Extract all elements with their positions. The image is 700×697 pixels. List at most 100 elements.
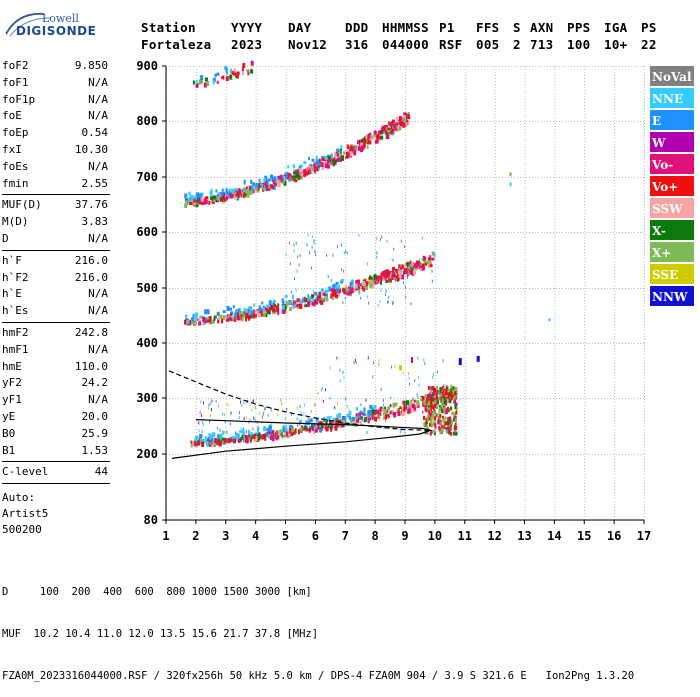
grid-dot bbox=[464, 453, 466, 454]
grid-dot bbox=[644, 177, 645, 178]
grid-dot bbox=[345, 192, 347, 193]
param-value: 9.850 bbox=[74, 59, 108, 72]
grid-dot bbox=[409, 232, 410, 233]
grid-dot bbox=[494, 309, 496, 310]
grid-dot bbox=[169, 121, 170, 122]
grid-dot bbox=[405, 279, 406, 280]
grid-dot bbox=[613, 288, 614, 289]
grid-dot bbox=[345, 108, 347, 109]
grid-dot bbox=[637, 177, 638, 178]
echo-point bbox=[392, 269, 395, 274]
grid-dot bbox=[397, 66, 398, 67]
grid-dot bbox=[434, 207, 436, 208]
grid-dot bbox=[496, 454, 497, 455]
grid-dot bbox=[340, 343, 341, 344]
grid-dot bbox=[634, 288, 635, 289]
grid-dot bbox=[315, 510, 317, 511]
grid-dot bbox=[373, 288, 374, 289]
grid-dot bbox=[604, 288, 605, 289]
grid-dot bbox=[464, 264, 466, 265]
grid-dot bbox=[375, 468, 377, 469]
grid-dot bbox=[405, 303, 406, 304]
grid-dot bbox=[375, 429, 377, 430]
grid-dot bbox=[199, 121, 200, 122]
grid-dot bbox=[494, 291, 496, 292]
grid-dot bbox=[622, 398, 623, 399]
grid-dot bbox=[315, 201, 317, 202]
grid-dot bbox=[553, 454, 554, 455]
grid-dot bbox=[614, 216, 616, 217]
grid-dot bbox=[454, 232, 455, 233]
grid-dot bbox=[285, 246, 287, 247]
grid-dot bbox=[644, 513, 645, 514]
grid-dot bbox=[394, 288, 395, 289]
grid-dot bbox=[375, 189, 377, 190]
grid-dot bbox=[315, 120, 317, 121]
grid-dot bbox=[434, 477, 436, 478]
grid-dot bbox=[375, 216, 377, 217]
grid-dot bbox=[562, 66, 563, 67]
grid-dot bbox=[250, 288, 251, 289]
grid-dot bbox=[610, 232, 611, 233]
grid-dot bbox=[644, 138, 645, 139]
grid-dot bbox=[644, 324, 645, 325]
grid-dot bbox=[195, 408, 197, 409]
grid-dot bbox=[223, 288, 224, 289]
grid-dot bbox=[172, 343, 173, 344]
grid-dot bbox=[614, 72, 616, 73]
grid-dot bbox=[524, 162, 526, 163]
grid-dot bbox=[434, 231, 436, 232]
grid-dot bbox=[315, 231, 317, 232]
echo-point bbox=[344, 420, 347, 424]
grid-dot bbox=[247, 343, 248, 344]
grid-dot bbox=[637, 66, 638, 67]
grid-dot bbox=[211, 121, 212, 122]
grid-dot bbox=[644, 441, 645, 442]
grid-dot bbox=[466, 288, 467, 289]
grid-dot bbox=[315, 282, 317, 283]
grid-dot bbox=[434, 141, 436, 142]
grid-dot bbox=[199, 398, 200, 399]
grid-dot bbox=[255, 102, 257, 103]
grid-dot bbox=[285, 234, 287, 235]
grid-dot bbox=[406, 454, 407, 455]
echo-point bbox=[325, 423, 328, 428]
grid-dot bbox=[464, 228, 466, 229]
grid-dot bbox=[526, 288, 527, 289]
grid-dot bbox=[345, 516, 347, 517]
grid-dot bbox=[345, 75, 347, 76]
grid-dot bbox=[195, 147, 197, 148]
grid-dot bbox=[195, 234, 197, 235]
grid-dot bbox=[195, 345, 197, 346]
grid-dot bbox=[584, 99, 586, 100]
grid-dot bbox=[598, 454, 599, 455]
grid-dot bbox=[434, 510, 436, 511]
grid-dot bbox=[184, 66, 185, 67]
grid-dot bbox=[345, 378, 347, 379]
grid-dot bbox=[434, 252, 436, 253]
grid-dot bbox=[199, 343, 200, 344]
grid-dot bbox=[524, 444, 526, 445]
grid-dot bbox=[285, 126, 287, 127]
grid-dot bbox=[580, 343, 581, 344]
grid-dot bbox=[315, 114, 317, 115]
grid-dot bbox=[195, 474, 197, 475]
grid-dot bbox=[481, 288, 482, 289]
grid-dot bbox=[367, 454, 368, 455]
grid-dot bbox=[375, 267, 377, 268]
echo-point bbox=[275, 305, 279, 309]
grid-dot bbox=[554, 69, 556, 70]
grid-dot bbox=[225, 231, 227, 232]
grid-dot bbox=[434, 483, 436, 484]
grid-dot bbox=[644, 150, 645, 151]
grid-dot bbox=[405, 216, 406, 217]
grid-dot bbox=[554, 288, 556, 289]
param-label: fmin bbox=[2, 176, 29, 190]
grid-dot bbox=[195, 507, 197, 508]
grid-dot bbox=[225, 306, 227, 307]
grid-dot bbox=[195, 420, 197, 421]
grid-dot bbox=[214, 343, 215, 344]
grid-dot bbox=[169, 454, 170, 455]
grid-dot bbox=[584, 444, 586, 445]
grid-dot bbox=[434, 306, 436, 307]
